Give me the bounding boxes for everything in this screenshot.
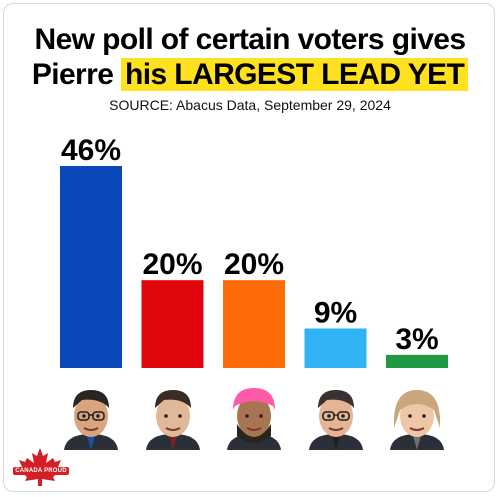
poll-graphic: New poll of certain voters gives Pierre … (3, 3, 495, 492)
headline-highlight: his LARGEST LEAD YET (121, 58, 469, 91)
jagmeet-singh-face-icon (227, 388, 281, 450)
canada-proud-logo-text: CANADA PROUD (13, 467, 69, 475)
pierre-poilievre-face-icon (64, 390, 118, 450)
bar-3 (223, 280, 285, 368)
canada-maple-leaf-icon (17, 448, 63, 486)
bar-value-label-2: 20% (142, 248, 202, 281)
justin-trudeau-face-icon (145, 390, 200, 450)
bar-value-label-1: 46% (61, 134, 121, 167)
bar-value-label-5: 3% (395, 323, 438, 356)
yves-francois-blanchet-face-icon (308, 390, 363, 450)
bar-5 (386, 354, 448, 368)
elizabeth-may-face-icon (390, 390, 444, 450)
bar-4 (304, 328, 367, 368)
headline-line-2: Pierre his LARGEST LEAD YET (4, 58, 494, 92)
headline-line-1: New poll of certain voters gives (34, 23, 467, 56)
bar-1 (60, 166, 122, 368)
bar-value-label-3: 20% (224, 248, 284, 281)
bar-chart: 46% 20% 20% 9% 3% (60, 134, 448, 368)
bar-value-label-4: 9% (314, 296, 357, 329)
bar-2 (141, 280, 204, 368)
headline-prefix: Pierre (31, 58, 122, 91)
source-caption: SOURCE: Abacus Data, September 29, 2024 (109, 97, 391, 113)
